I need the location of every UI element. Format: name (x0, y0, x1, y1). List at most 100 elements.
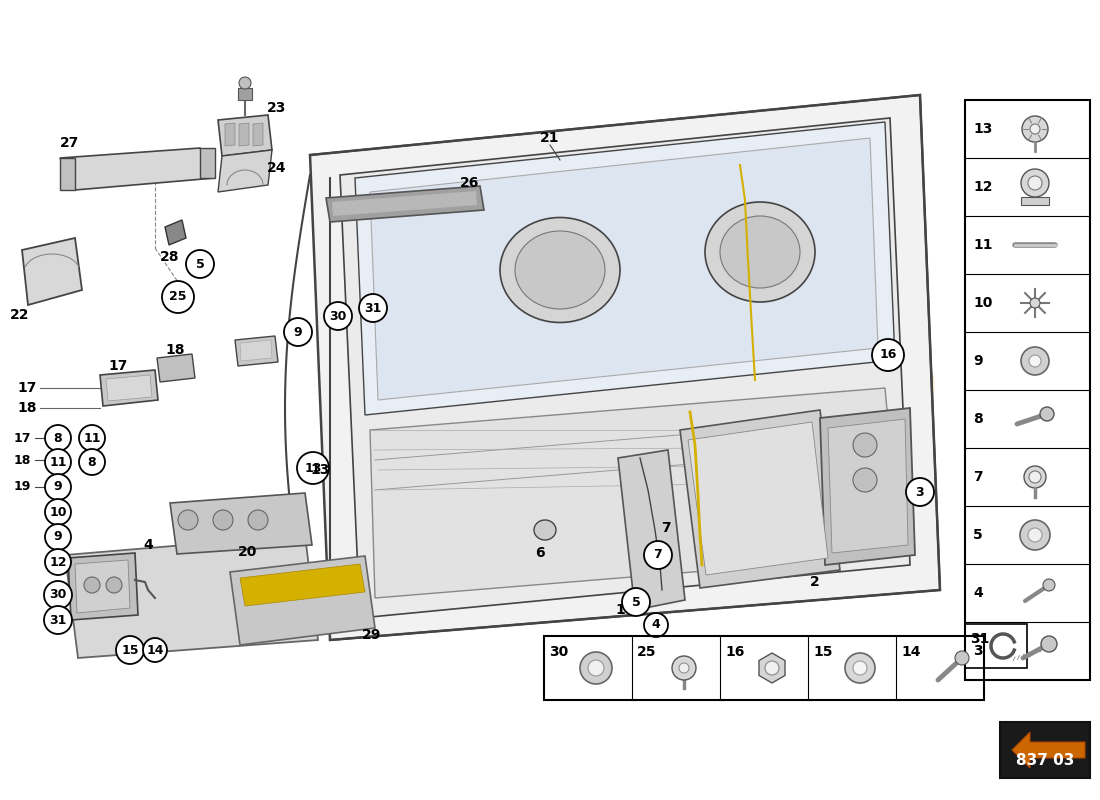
Circle shape (679, 663, 689, 673)
Circle shape (284, 318, 312, 346)
Circle shape (79, 449, 104, 475)
Text: 51985: 51985 (415, 306, 946, 454)
Circle shape (1022, 116, 1048, 142)
Polygon shape (218, 115, 272, 156)
Circle shape (45, 549, 72, 575)
Circle shape (1028, 355, 1041, 367)
Polygon shape (170, 493, 312, 554)
Text: 14: 14 (146, 643, 164, 657)
Circle shape (872, 339, 904, 371)
Circle shape (1021, 347, 1049, 375)
Text: 5: 5 (631, 595, 640, 609)
Polygon shape (326, 186, 484, 222)
Circle shape (764, 661, 779, 675)
Bar (965, 100, 1090, 680)
Polygon shape (618, 450, 685, 610)
Polygon shape (239, 123, 249, 146)
Ellipse shape (500, 218, 620, 322)
Circle shape (162, 281, 194, 313)
Text: 3: 3 (915, 486, 924, 498)
Circle shape (45, 524, 72, 550)
Text: 18: 18 (18, 401, 36, 415)
Polygon shape (370, 388, 900, 598)
Text: 25: 25 (637, 645, 657, 659)
Polygon shape (60, 148, 215, 190)
Polygon shape (235, 336, 278, 366)
Circle shape (45, 474, 72, 500)
Polygon shape (759, 653, 785, 683)
Polygon shape (820, 408, 915, 565)
Text: 2: 2 (810, 575, 820, 589)
Text: 7: 7 (661, 521, 671, 535)
Text: 17: 17 (13, 431, 31, 445)
Text: 9: 9 (54, 530, 63, 543)
Polygon shape (688, 422, 828, 575)
Bar (1000, 722, 1090, 778)
Text: 9: 9 (294, 326, 302, 338)
Text: 23: 23 (267, 101, 287, 115)
Circle shape (324, 302, 352, 330)
Text: 30: 30 (50, 589, 67, 602)
Text: 28: 28 (161, 250, 179, 264)
Text: 6: 6 (536, 546, 544, 560)
Text: 31: 31 (364, 302, 382, 314)
Text: 11: 11 (84, 431, 101, 445)
Circle shape (116, 636, 144, 664)
Text: 10: 10 (50, 506, 67, 518)
Circle shape (1030, 298, 1040, 308)
Polygon shape (218, 150, 272, 192)
Text: 8: 8 (974, 412, 982, 426)
Polygon shape (253, 123, 263, 146)
Circle shape (588, 660, 604, 676)
Polygon shape (22, 238, 82, 305)
Circle shape (1028, 176, 1042, 190)
Bar (965, 624, 1027, 668)
Text: 9: 9 (974, 354, 982, 368)
Text: 16: 16 (879, 349, 896, 362)
Text: 19: 19 (13, 481, 31, 494)
Circle shape (79, 425, 104, 451)
Text: 7: 7 (974, 470, 982, 484)
Circle shape (143, 638, 167, 662)
Text: 11: 11 (974, 238, 992, 252)
Text: 15: 15 (121, 643, 139, 657)
Circle shape (297, 452, 329, 484)
Text: 30: 30 (549, 645, 569, 659)
Bar (544, 636, 984, 700)
Text: 24: 24 (267, 161, 287, 175)
Text: 14: 14 (901, 645, 921, 659)
Polygon shape (310, 95, 940, 640)
Circle shape (1021, 169, 1049, 197)
Circle shape (1041, 636, 1057, 652)
Circle shape (84, 577, 100, 593)
Text: 13: 13 (310, 463, 330, 477)
Polygon shape (238, 88, 252, 100)
Text: 11: 11 (50, 455, 67, 469)
Text: 31: 31 (970, 632, 989, 646)
Polygon shape (332, 191, 477, 216)
Text: 8: 8 (88, 455, 97, 469)
Circle shape (852, 468, 877, 492)
Text: 12: 12 (974, 180, 992, 194)
Text: 21: 21 (540, 131, 560, 145)
Circle shape (44, 606, 72, 634)
Ellipse shape (705, 202, 815, 302)
Text: 20: 20 (239, 545, 257, 559)
Circle shape (186, 250, 214, 278)
Circle shape (1020, 520, 1050, 550)
Text: 16: 16 (725, 645, 745, 659)
Text: 12: 12 (50, 555, 67, 569)
Polygon shape (100, 370, 158, 406)
Text: 17: 17 (18, 381, 36, 395)
Polygon shape (240, 564, 365, 606)
Polygon shape (240, 340, 272, 361)
Text: 8: 8 (54, 431, 63, 445)
Circle shape (1028, 528, 1042, 542)
Polygon shape (106, 375, 152, 401)
Text: 22: 22 (10, 308, 30, 322)
Circle shape (45, 499, 72, 525)
Text: 4: 4 (974, 586, 982, 600)
Circle shape (906, 478, 934, 506)
Ellipse shape (720, 216, 800, 288)
Text: 4: 4 (651, 618, 660, 631)
